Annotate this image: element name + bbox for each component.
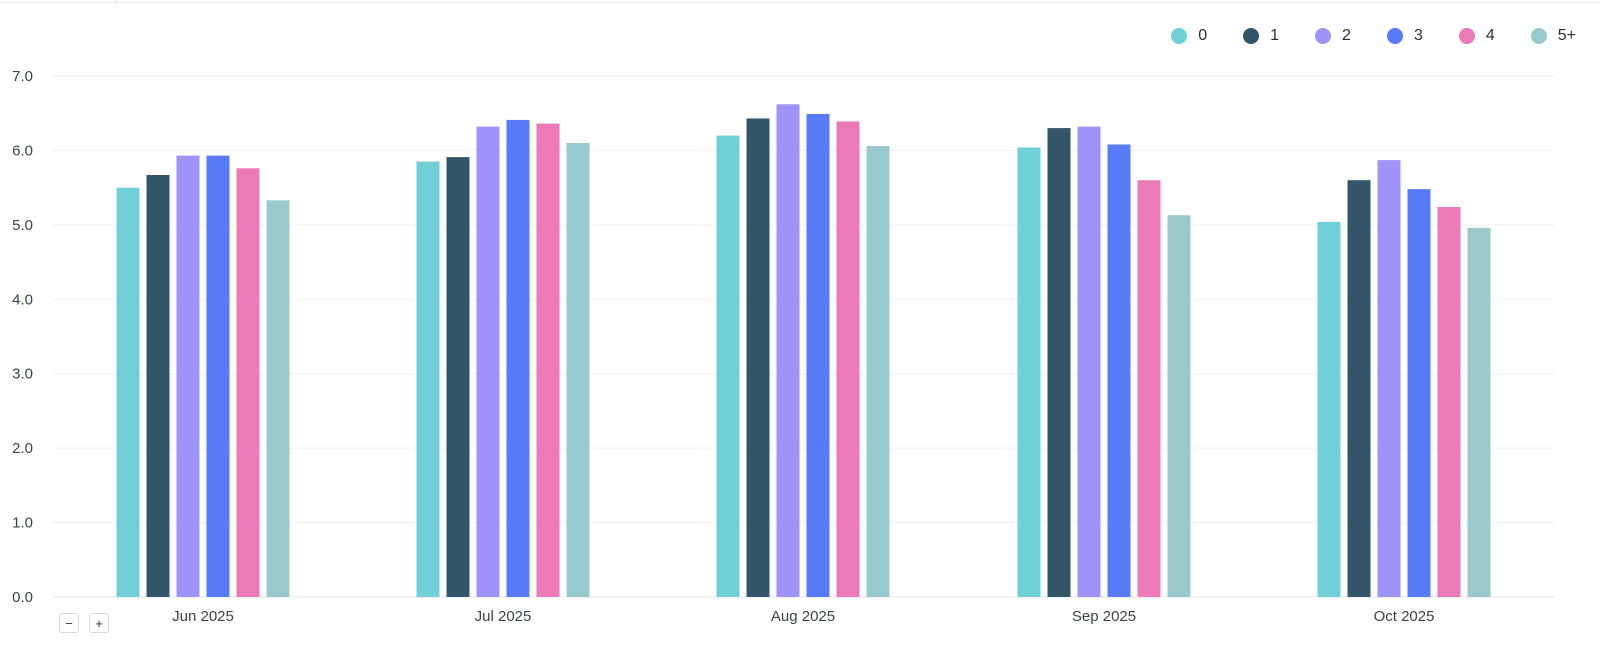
legend-swatch	[1530, 28, 1547, 44]
bar-jul-2025-series-4[interactable]	[536, 123, 560, 598]
bar-aug-2025-series-3[interactable]	[806, 113, 830, 598]
y-tick-label: 7.0	[12, 68, 33, 85]
bar-sep-2025-series-1[interactable]	[1047, 128, 1071, 597]
bar-sep-2025-series-2[interactable]	[1077, 126, 1101, 598]
zoom-out-button[interactable]: −	[59, 613, 79, 633]
chart-legend: 0 1 2 3 4 5+	[1171, 27, 1576, 45]
bar-sep-2025-series-5plus[interactable]	[1167, 215, 1191, 597]
legend-swatch	[1386, 28, 1403, 44]
x-tick-label: Oct 2025	[1374, 608, 1435, 625]
legend-label: 0	[1198, 27, 1208, 44]
legend-swatch	[1171, 28, 1188, 44]
bar-aug-2025-series-5plus[interactable]	[866, 145, 890, 597]
bar-jul-2025-series-1[interactable]	[446, 157, 470, 597]
x-tick-label: Jul 2025	[475, 608, 532, 625]
legend-swatch	[1243, 28, 1260, 44]
legend-label: 2	[1342, 27, 1351, 44]
y-tick-label: 1.0	[12, 515, 33, 532]
top-divider	[0, 2, 1600, 3]
x-tick-label: Sep 2025	[1072, 608, 1136, 625]
bar-jun-2025-series-2[interactable]	[176, 155, 200, 598]
x-tick-label: Jun 2025	[172, 608, 234, 625]
legend-item-2[interactable]: 2	[1315, 27, 1351, 45]
x-tick-label: Aug 2025	[771, 608, 835, 625]
bar-jul-2025-series-0[interactable]	[416, 161, 440, 598]
y-tick-label: 4.0	[12, 291, 33, 308]
legend-label: 5+	[1557, 27, 1576, 44]
bar-jul-2025-series-5plus[interactable]	[566, 142, 590, 597]
bar-jun-2025-series-3[interactable]	[206, 155, 230, 598]
bar-aug-2025-series-2[interactable]	[776, 104, 800, 597]
legend-item-4[interactable]: 4	[1458, 27, 1495, 45]
legend-item-3[interactable]: 3	[1386, 27, 1423, 45]
bar-sep-2025-series-4[interactable]	[1137, 180, 1161, 597]
legend-label: 1	[1270, 27, 1280, 44]
bar-aug-2025-series-0[interactable]	[716, 135, 740, 598]
bar-aug-2025-series-4[interactable]	[836, 121, 860, 597]
y-tick-label: 2.0	[12, 440, 33, 457]
bar-oct-2025-series-2[interactable]	[1377, 160, 1401, 597]
bar-jul-2025-series-2[interactable]	[476, 126, 500, 598]
bar-aug-2025-series-1[interactable]	[746, 118, 770, 597]
legend-item-0[interactable]: 0	[1171, 27, 1207, 45]
legend-swatch	[1315, 28, 1332, 44]
bar-jun-2025-series-5plus[interactable]	[266, 200, 290, 597]
bar-oct-2025-series-3[interactable]	[1407, 189, 1431, 598]
bar-oct-2025-series-1[interactable]	[1347, 180, 1371, 597]
y-tick-label: 6.0	[12, 142, 33, 159]
bar-oct-2025-series-5plus[interactable]	[1467, 227, 1491, 597]
legend-label: 3	[1413, 27, 1423, 44]
y-tick-label: 3.0	[12, 366, 33, 383]
bar-jul-2025-series-3[interactable]	[506, 119, 530, 598]
legend-swatch	[1458, 28, 1475, 44]
legend-item-5plus[interactable]: 5+	[1530, 27, 1576, 45]
legend-item-1[interactable]: 1	[1243, 27, 1279, 45]
zoom-in-button[interactable]: +	[89, 613, 109, 633]
bar-jun-2025-series-4[interactable]	[236, 168, 260, 597]
bar-sep-2025-series-0[interactable]	[1017, 147, 1041, 598]
bar-oct-2025-series-0[interactable]	[1317, 221, 1341, 597]
bar-jun-2025-series-1[interactable]	[146, 174, 170, 598]
y-tick-label: 5.0	[12, 217, 33, 234]
top-divider-tick	[115, 0, 116, 3]
y-tick-label: 0.0	[12, 589, 33, 606]
bar-oct-2025-series-4[interactable]	[1437, 206, 1461, 597]
bar-jun-2025-series-0[interactable]	[116, 187, 140, 597]
bar-sep-2025-series-3[interactable]	[1107, 144, 1131, 597]
legend-label: 4	[1485, 27, 1495, 44]
